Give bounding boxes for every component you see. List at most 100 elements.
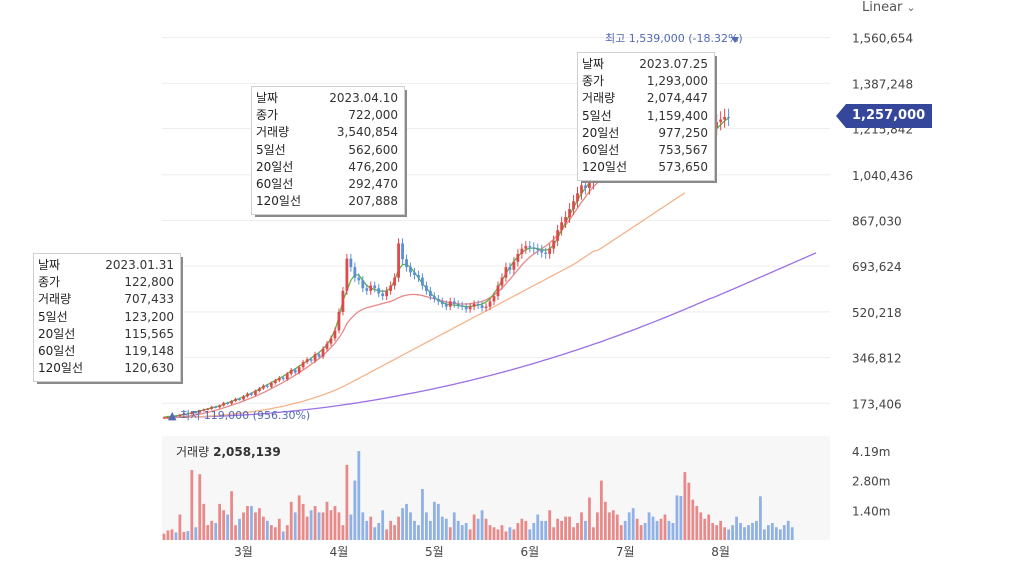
volume-bar[interactable] bbox=[568, 516, 571, 540]
candle-body[interactable] bbox=[174, 416, 178, 418]
volume-bar[interactable] bbox=[751, 523, 754, 540]
volume-bar[interactable] bbox=[226, 514, 229, 540]
volume-bar[interactable] bbox=[357, 451, 361, 540]
volume-bar[interactable] bbox=[218, 503, 222, 540]
candle-body[interactable] bbox=[186, 413, 190, 415]
volume-bar[interactable] bbox=[349, 514, 353, 540]
volume-bar[interactable] bbox=[488, 525, 492, 540]
volume-bar[interactable] bbox=[202, 503, 206, 540]
candle-body[interactable] bbox=[532, 247, 536, 249]
volume-bar[interactable] bbox=[615, 514, 619, 540]
candle-body[interactable] bbox=[214, 406, 218, 408]
candle-body[interactable] bbox=[472, 304, 476, 307]
candle-body[interactable] bbox=[265, 385, 269, 387]
candle-body[interactable] bbox=[576, 193, 579, 202]
scale-dropdown[interactable]: Linear ⌄ bbox=[862, 0, 916, 15]
candle-body[interactable] bbox=[385, 290, 389, 297]
volume-bar[interactable] bbox=[369, 516, 373, 540]
volume-bar[interactable] bbox=[782, 525, 786, 540]
candle-body[interactable] bbox=[429, 290, 432, 297]
candle-body[interactable] bbox=[309, 359, 313, 361]
candle-body[interactable] bbox=[548, 248, 552, 254]
volume-bar[interactable] bbox=[639, 525, 643, 540]
candle-body[interactable] bbox=[468, 306, 472, 310]
candle-body[interactable] bbox=[345, 258, 349, 291]
volume-bar[interactable] bbox=[484, 518, 488, 540]
volume-bar[interactable] bbox=[401, 508, 404, 540]
candle-body[interactable] bbox=[313, 354, 317, 361]
candle-body[interactable] bbox=[476, 304, 480, 306]
volume-bar[interactable] bbox=[651, 516, 655, 540]
volume-bar[interactable] bbox=[452, 512, 456, 540]
candle-body[interactable] bbox=[536, 248, 540, 250]
volume-bar[interactable] bbox=[647, 512, 651, 540]
candle-body[interactable] bbox=[436, 298, 440, 302]
candle-body[interactable] bbox=[178, 414, 182, 417]
candle-body[interactable] bbox=[273, 380, 277, 384]
candle-body[interactable] bbox=[333, 330, 337, 339]
candle-body[interactable] bbox=[389, 285, 393, 291]
volume-bar[interactable] bbox=[770, 523, 774, 540]
candle-body[interactable] bbox=[409, 267, 412, 273]
candle-body[interactable] bbox=[293, 369, 297, 373]
candle-body[interactable] bbox=[369, 285, 373, 291]
volume-bar[interactable] bbox=[293, 512, 297, 540]
volume-bar[interactable] bbox=[679, 495, 683, 540]
volume-bar[interactable] bbox=[671, 523, 675, 540]
volume-bar[interactable] bbox=[309, 510, 313, 540]
volume-bar[interactable] bbox=[234, 525, 237, 540]
volume-bar[interactable] bbox=[313, 506, 317, 540]
volume-bar[interactable] bbox=[611, 510, 615, 540]
volume-bar[interactable] bbox=[329, 510, 333, 540]
candle-body[interactable] bbox=[262, 385, 265, 389]
candle-body[interactable] bbox=[484, 306, 488, 308]
candle-body[interactable] bbox=[580, 185, 583, 194]
candle-body[interactable] bbox=[544, 252, 548, 254]
candle-body[interactable] bbox=[254, 391, 257, 395]
candle-body[interactable] bbox=[202, 409, 206, 411]
volume-bar[interactable] bbox=[421, 489, 424, 540]
candle-body[interactable] bbox=[305, 359, 309, 363]
volume-bar[interactable] bbox=[524, 520, 528, 540]
volume-bar[interactable] bbox=[739, 523, 742, 540]
volume-bar[interactable] bbox=[242, 512, 245, 540]
candle-body[interactable] bbox=[516, 253, 520, 262]
volume-bar[interactable] bbox=[238, 518, 241, 540]
volume-bar[interactable] bbox=[269, 525, 273, 540]
volume-bar[interactable] bbox=[381, 510, 385, 540]
candle-body[interactable] bbox=[289, 369, 293, 374]
volume-bar[interactable] bbox=[178, 514, 182, 540]
volume-bar[interactable] bbox=[572, 527, 575, 540]
volume-bar[interactable] bbox=[755, 520, 758, 540]
candle-body[interactable] bbox=[361, 280, 365, 289]
volume-bar[interactable] bbox=[588, 497, 591, 540]
candle-body[interactable] bbox=[341, 290, 345, 312]
volume-bar[interactable] bbox=[285, 525, 289, 540]
volume-bar[interactable] bbox=[333, 506, 337, 540]
volume-bar[interactable] bbox=[631, 508, 635, 540]
volume-bar[interactable] bbox=[436, 503, 440, 540]
volume-bar[interactable] bbox=[743, 527, 746, 540]
volume-bar[interactable] bbox=[246, 506, 249, 540]
volume-bar[interactable] bbox=[747, 525, 750, 540]
candle-body[interactable] bbox=[723, 116, 727, 120]
candle-body[interactable] bbox=[480, 305, 484, 308]
candle-body[interactable] bbox=[417, 275, 420, 278]
candle-body[interactable] bbox=[301, 362, 305, 368]
volume-bar[interactable] bbox=[790, 527, 794, 540]
candle-body[interactable] bbox=[425, 285, 428, 291]
volume-bar[interactable] bbox=[170, 529, 174, 540]
volume-bar[interactable] bbox=[377, 523, 381, 540]
candle-body[interactable] bbox=[258, 388, 261, 392]
volume-bar[interactable] bbox=[417, 525, 420, 540]
volume-bar[interactable] bbox=[337, 512, 341, 540]
volume-bar[interactable] bbox=[643, 523, 647, 540]
candle-body[interactable] bbox=[512, 261, 516, 270]
candle-body[interactable] bbox=[421, 277, 424, 286]
volume-bar[interactable] bbox=[659, 518, 663, 540]
candle-body[interactable] bbox=[206, 408, 210, 410]
candle-body[interactable] bbox=[281, 377, 285, 380]
volume-bar[interactable] bbox=[699, 512, 703, 540]
volume-bar[interactable] bbox=[456, 520, 460, 540]
volume-bar[interactable] bbox=[258, 508, 261, 540]
